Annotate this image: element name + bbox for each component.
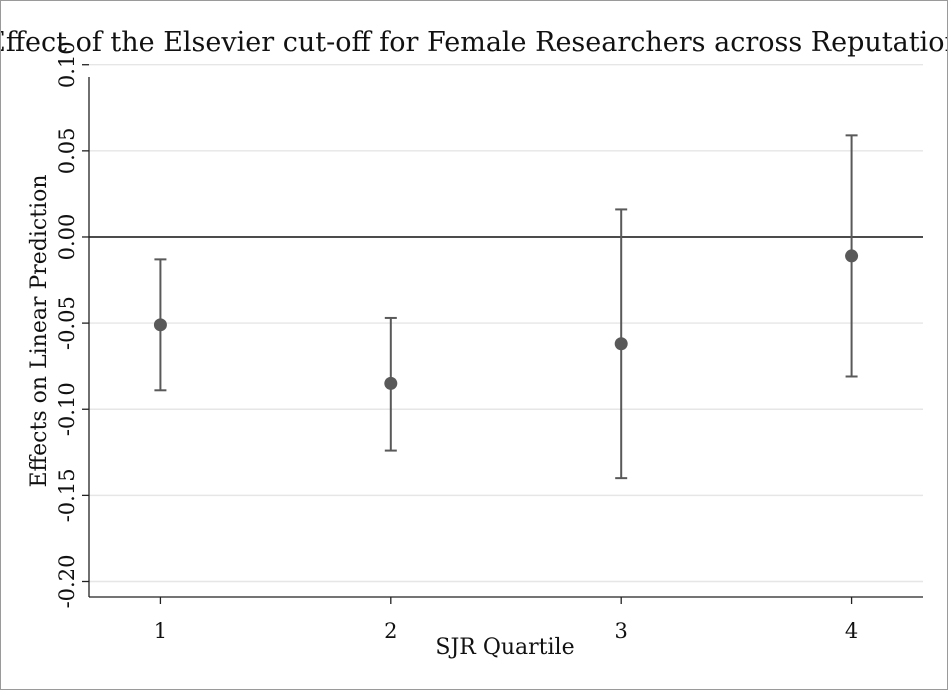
y-tick-label: 0.05 — [55, 127, 79, 174]
y-tick-label: 0.10 — [55, 41, 79, 88]
y-tick-label: -0.10 — [55, 382, 79, 436]
chart-title: Effect of the Elsevier cut-off for Femal… — [1, 27, 947, 58]
point-estimate-marker — [845, 249, 859, 263]
point-estimate-marker — [153, 318, 167, 332]
y-axis-label: Effects on Linear Prediction — [27, 174, 52, 487]
axes — [82, 64, 923, 604]
y-tick-label: -0.15 — [55, 468, 79, 522]
y-tick-labels: 0.10 0.05 0.00 -0.05 -0.10 -0.15 -0.20 — [55, 41, 79, 608]
y-tick-label: -0.05 — [55, 296, 79, 350]
x-axis-label: SJR Quartile — [435, 635, 574, 660]
x-tick-label: 4 — [845, 619, 858, 643]
point-estimate-marker — [384, 376, 398, 390]
data-points — [153, 134, 859, 480]
y-tick-label: -0.20 — [55, 555, 79, 609]
y-tick-label: 0.00 — [55, 214, 79, 261]
point-estimate-marker — [614, 337, 628, 351]
x-tick-label: 2 — [384, 619, 397, 643]
grid-lines — [89, 64, 923, 583]
x-tick-labels: 1 2 3 4 — [154, 619, 859, 643]
x-tick-label: 1 — [154, 619, 167, 643]
x-tick-label: 3 — [615, 619, 628, 643]
